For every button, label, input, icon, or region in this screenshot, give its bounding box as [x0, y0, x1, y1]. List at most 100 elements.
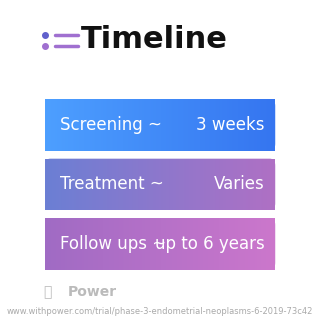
- FancyBboxPatch shape: [177, 159, 179, 210]
- FancyBboxPatch shape: [264, 159, 266, 210]
- FancyBboxPatch shape: [198, 218, 200, 269]
- FancyBboxPatch shape: [52, 99, 54, 151]
- Text: www.withpower.com/trial/phase-3-endometrial-neoplasms-6-2019-73c42: www.withpower.com/trial/phase-3-endometr…: [7, 307, 313, 316]
- FancyBboxPatch shape: [229, 218, 231, 269]
- FancyBboxPatch shape: [97, 159, 99, 210]
- FancyBboxPatch shape: [187, 99, 189, 151]
- FancyBboxPatch shape: [191, 159, 193, 210]
- FancyBboxPatch shape: [206, 159, 208, 210]
- FancyBboxPatch shape: [54, 99, 56, 151]
- FancyBboxPatch shape: [202, 159, 204, 210]
- FancyBboxPatch shape: [235, 159, 237, 210]
- FancyBboxPatch shape: [64, 159, 66, 210]
- FancyBboxPatch shape: [122, 99, 124, 151]
- FancyBboxPatch shape: [229, 159, 231, 210]
- FancyBboxPatch shape: [81, 218, 83, 269]
- FancyBboxPatch shape: [264, 99, 266, 151]
- FancyBboxPatch shape: [200, 159, 202, 210]
- FancyBboxPatch shape: [89, 99, 91, 151]
- FancyBboxPatch shape: [154, 159, 156, 210]
- FancyBboxPatch shape: [127, 159, 129, 210]
- FancyBboxPatch shape: [210, 99, 212, 151]
- FancyBboxPatch shape: [116, 159, 118, 210]
- FancyBboxPatch shape: [125, 99, 127, 151]
- FancyBboxPatch shape: [49, 159, 51, 210]
- FancyBboxPatch shape: [52, 159, 54, 210]
- FancyBboxPatch shape: [91, 99, 93, 151]
- FancyBboxPatch shape: [139, 159, 141, 210]
- FancyBboxPatch shape: [114, 218, 116, 269]
- FancyBboxPatch shape: [141, 159, 143, 210]
- FancyBboxPatch shape: [235, 218, 237, 269]
- Text: Varies: Varies: [214, 175, 265, 193]
- FancyBboxPatch shape: [87, 159, 89, 210]
- FancyBboxPatch shape: [47, 159, 49, 210]
- FancyBboxPatch shape: [139, 99, 141, 151]
- FancyBboxPatch shape: [100, 99, 102, 151]
- FancyBboxPatch shape: [76, 159, 77, 210]
- FancyBboxPatch shape: [177, 218, 179, 269]
- FancyBboxPatch shape: [191, 99, 193, 151]
- FancyBboxPatch shape: [264, 218, 266, 269]
- FancyBboxPatch shape: [225, 218, 227, 269]
- FancyBboxPatch shape: [256, 159, 258, 210]
- FancyBboxPatch shape: [108, 218, 110, 269]
- FancyBboxPatch shape: [221, 218, 223, 269]
- FancyBboxPatch shape: [239, 99, 241, 151]
- FancyBboxPatch shape: [62, 159, 64, 210]
- FancyBboxPatch shape: [246, 159, 248, 210]
- FancyBboxPatch shape: [87, 99, 89, 151]
- FancyBboxPatch shape: [160, 159, 162, 210]
- FancyBboxPatch shape: [162, 99, 164, 151]
- FancyBboxPatch shape: [196, 218, 198, 269]
- FancyBboxPatch shape: [237, 218, 239, 269]
- Text: Treatment ~: Treatment ~: [60, 175, 164, 193]
- FancyBboxPatch shape: [216, 159, 218, 210]
- FancyBboxPatch shape: [95, 218, 97, 269]
- FancyBboxPatch shape: [49, 99, 51, 151]
- FancyBboxPatch shape: [227, 159, 229, 210]
- FancyBboxPatch shape: [154, 218, 156, 269]
- Text: 3 weeks: 3 weeks: [196, 116, 265, 134]
- FancyBboxPatch shape: [104, 99, 106, 151]
- FancyBboxPatch shape: [271, 218, 273, 269]
- FancyBboxPatch shape: [68, 159, 70, 210]
- FancyBboxPatch shape: [198, 99, 200, 151]
- FancyBboxPatch shape: [76, 218, 77, 269]
- FancyBboxPatch shape: [195, 218, 196, 269]
- FancyBboxPatch shape: [212, 99, 214, 151]
- FancyBboxPatch shape: [258, 99, 260, 151]
- FancyBboxPatch shape: [185, 218, 187, 269]
- FancyBboxPatch shape: [112, 159, 114, 210]
- FancyBboxPatch shape: [256, 99, 258, 151]
- FancyBboxPatch shape: [175, 99, 177, 151]
- FancyBboxPatch shape: [147, 99, 148, 151]
- FancyBboxPatch shape: [150, 218, 152, 269]
- Text: up to 6 years: up to 6 years: [155, 235, 265, 253]
- FancyBboxPatch shape: [102, 218, 104, 269]
- FancyBboxPatch shape: [166, 159, 168, 210]
- FancyBboxPatch shape: [93, 159, 95, 210]
- FancyBboxPatch shape: [196, 99, 198, 151]
- FancyBboxPatch shape: [218, 99, 220, 151]
- FancyBboxPatch shape: [168, 218, 170, 269]
- FancyBboxPatch shape: [246, 99, 248, 151]
- Text: Follow ups ~: Follow ups ~: [60, 235, 166, 253]
- FancyBboxPatch shape: [110, 99, 112, 151]
- FancyBboxPatch shape: [114, 159, 116, 210]
- FancyBboxPatch shape: [129, 159, 131, 210]
- FancyBboxPatch shape: [237, 159, 239, 210]
- FancyBboxPatch shape: [45, 159, 47, 210]
- FancyBboxPatch shape: [131, 159, 133, 210]
- FancyBboxPatch shape: [208, 218, 210, 269]
- FancyBboxPatch shape: [77, 99, 79, 151]
- FancyBboxPatch shape: [198, 159, 200, 210]
- FancyBboxPatch shape: [262, 218, 264, 269]
- FancyBboxPatch shape: [243, 99, 244, 151]
- FancyBboxPatch shape: [79, 99, 81, 151]
- FancyBboxPatch shape: [77, 159, 79, 210]
- FancyBboxPatch shape: [52, 218, 54, 269]
- FancyBboxPatch shape: [271, 99, 273, 151]
- FancyBboxPatch shape: [64, 218, 66, 269]
- FancyBboxPatch shape: [158, 218, 160, 269]
